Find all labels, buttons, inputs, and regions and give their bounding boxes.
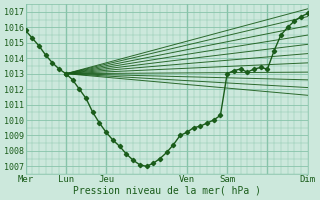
X-axis label: Pression niveau de la mer( hPa ): Pression niveau de la mer( hPa ) xyxy=(73,186,261,196)
